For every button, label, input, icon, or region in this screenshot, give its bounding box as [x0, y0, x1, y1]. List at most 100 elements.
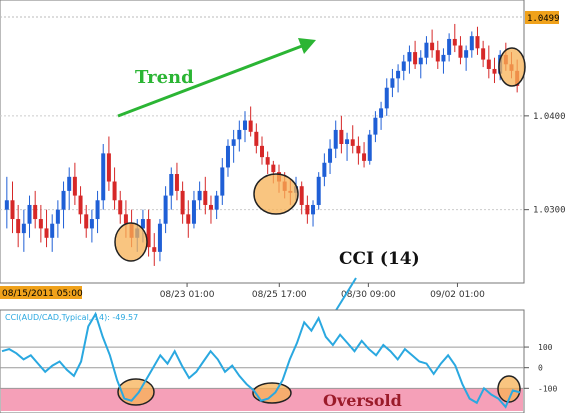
candle-body — [299, 186, 304, 205]
time-axis: 08/23 01:00 08/25 17:00 08/30 09:00 09/02 0… — [160, 283, 485, 300]
candle-body — [16, 219, 21, 234]
candle-body — [191, 200, 196, 224]
candle-body — [379, 108, 384, 118]
cci-low-highlight-1 — [117, 378, 155, 406]
time-tick-label: 08/30 09:00 — [341, 290, 396, 300]
candle-body — [311, 204, 316, 215]
candle-body — [271, 164, 276, 173]
candle-body — [123, 214, 128, 224]
time-tick-label: 09/02 01:00 — [430, 290, 485, 300]
candle-body — [367, 134, 372, 161]
candle-body — [373, 117, 378, 135]
candle-body — [169, 174, 174, 196]
candle-body — [27, 204, 32, 224]
candle-body — [350, 139, 355, 146]
candle-body — [38, 219, 43, 229]
candle-body — [265, 157, 270, 165]
candle-body — [55, 209, 60, 224]
candle-body — [33, 204, 38, 220]
candle-body — [21, 223, 26, 234]
current-price-label: 1.0499 — [527, 14, 560, 24]
candle-body — [452, 38, 457, 46]
oversold-label: Oversold — [323, 391, 402, 410]
candle-body — [260, 145, 264, 158]
candle-body — [413, 52, 418, 65]
cci-title: CCI(AUD/CAD,Typical, 14): -49.57 — [5, 313, 138, 322]
candle-body — [316, 176, 321, 205]
time-tick-label: 08/23 01:00 — [160, 290, 215, 300]
candle-body — [328, 148, 333, 163]
candle-body — [186, 214, 191, 224]
candle-body — [95, 200, 100, 220]
candle-body — [220, 167, 225, 196]
candle-body — [89, 219, 94, 229]
candle-body — [401, 61, 406, 71]
time-tick-label: 08/25 17:00 — [252, 290, 307, 300]
time-start-label: 08/15/2011 05:00 — [2, 289, 83, 299]
candle-body — [4, 200, 9, 210]
candle-body — [214, 195, 219, 210]
candle-body — [356, 145, 361, 154]
current-price-box — [525, 11, 559, 24]
candle-body — [146, 219, 151, 248]
candle-body — [464, 50, 469, 58]
candle-body — [458, 45, 463, 58]
candle-body — [447, 38, 452, 55]
candle-body — [197, 190, 202, 201]
candle-body — [481, 48, 486, 60]
candle-body — [112, 181, 117, 201]
price-tick-label: 1.0300 — [533, 206, 566, 216]
candle-body — [242, 120, 247, 130]
candle-body — [345, 139, 350, 144]
price-tick-label: 1.0400 — [533, 112, 566, 122]
candle-body — [101, 153, 106, 201]
candle-body — [140, 219, 145, 229]
candle-body — [44, 228, 49, 238]
candle-body — [72, 176, 77, 196]
candle-body — [430, 42, 435, 51]
trend-annotation: Trend — [135, 67, 194, 88]
trend-arrow — [117, 38, 316, 118]
candle-body — [407, 52, 412, 62]
candle-body — [84, 214, 89, 229]
candle-body — [418, 57, 423, 65]
cci-tick-label: 0 — [538, 364, 543, 373]
candle-body — [225, 145, 230, 168]
candle-body — [50, 223, 55, 238]
candle-body — [152, 247, 157, 252]
candle-body — [492, 68, 497, 74]
cci-tick-label: -100 — [538, 384, 557, 393]
candle-body — [208, 204, 213, 210]
candle-body — [10, 200, 15, 220]
candlestick-series — [4, 23, 520, 266]
price-low-highlight-2 — [253, 173, 299, 215]
candle-body — [118, 200, 123, 215]
price-high-highlight — [498, 47, 526, 87]
candle-body — [174, 174, 179, 191]
candle-body — [333, 129, 338, 149]
candle-body — [157, 223, 162, 252]
candle-body — [78, 195, 83, 215]
candle-body — [441, 54, 446, 62]
candle-body — [248, 120, 253, 132]
cci-low-highlight-2 — [252, 382, 292, 404]
candle-body — [396, 70, 401, 79]
candle-body — [469, 36, 474, 51]
candle-body — [362, 153, 367, 161]
candle-body — [61, 190, 66, 210]
candle-body — [390, 78, 395, 88]
cci-tick-label: 100 — [538, 343, 553, 352]
time-start-box — [0, 286, 82, 299]
candle-body — [237, 129, 242, 140]
candle-body — [305, 204, 310, 215]
candle-body — [486, 59, 491, 69]
candle-body — [231, 139, 236, 146]
candle-body — [203, 190, 208, 205]
candle-body — [106, 153, 111, 182]
cci-axis: 100 0 -100 — [524, 343, 557, 393]
candle-body — [254, 131, 259, 146]
candle-body — [180, 190, 185, 215]
candle-body — [424, 42, 429, 58]
cci-annotation: CCI (14) — [339, 249, 420, 269]
